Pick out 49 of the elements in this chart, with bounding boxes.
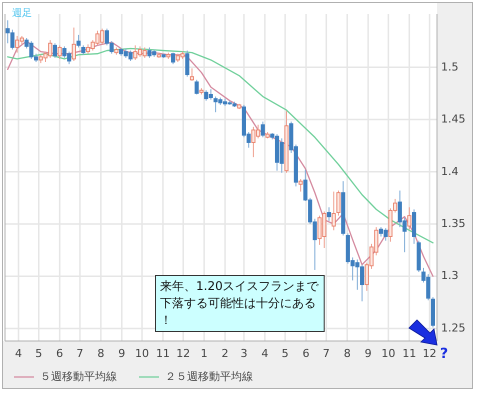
x-tick-label: 2 (222, 347, 229, 360)
candlestick (52, 42, 57, 58)
x-tick-label: 12 (422, 347, 437, 360)
legend-label: ５週移動平均線 (40, 370, 117, 384)
x-tick-label: 10 (381, 347, 396, 360)
x-tick-label: 7 (76, 347, 84, 360)
x-tick-label: 7 (322, 347, 330, 360)
x-tick-label: 1 (200, 347, 208, 360)
x-tick-label: 12 (176, 347, 190, 360)
y-tick-label: 1.4 (441, 164, 458, 178)
text: ? (440, 346, 448, 362)
x-tick-label: 8 (97, 347, 104, 360)
y-tick-label: 1.45 (441, 112, 466, 126)
x-tick-label: 3 (240, 347, 248, 360)
candlestick (171, 52, 176, 65)
candlestick (332, 191, 336, 231)
candlestick (326, 206, 332, 222)
x-tick-label: 9 (364, 347, 372, 360)
x-tick-label: 6 (56, 347, 64, 360)
legend-label: ２５週移動平均線 (165, 370, 253, 384)
candlestick (194, 79, 199, 95)
annotation: 週足 (12, 8, 32, 19)
candlestick (81, 44, 86, 56)
candlestick (260, 121, 265, 138)
candlestick (336, 190, 340, 216)
x-tick-label: 9 (118, 347, 126, 360)
candlestick (298, 178, 303, 192)
candlestick (72, 27, 76, 62)
candlestick (76, 34, 81, 48)
x-tick-label: 4 (261, 347, 268, 360)
y-tick-label: 1.25 (441, 321, 466, 334)
x-tick-label: 6 (302, 347, 310, 360)
x-tick-label: 11 (156, 347, 170, 360)
x-tick-label: 5 (282, 347, 289, 360)
y-tick-label: 1.3 (441, 269, 458, 282)
line-series (7, 40, 434, 277)
x-tick-label: 11 (402, 347, 416, 360)
candlestick (185, 50, 190, 78)
candlestick (58, 44, 62, 60)
x-tick-label: 4 (15, 347, 22, 360)
x-tick-label: 10 (135, 347, 150, 360)
y-tick-label: 1.35 (441, 216, 466, 230)
candlestick (407, 206, 412, 230)
candlestick (190, 68, 194, 82)
x-tick-label: 5 (35, 347, 42, 360)
note: 来年、1.20スイスフランまで下落する可能性は十分にある！ (155, 275, 325, 332)
x-tick-label: 8 (344, 347, 351, 360)
line-series (7, 48, 434, 244)
y-tick-label: 1.5 (441, 60, 458, 74)
